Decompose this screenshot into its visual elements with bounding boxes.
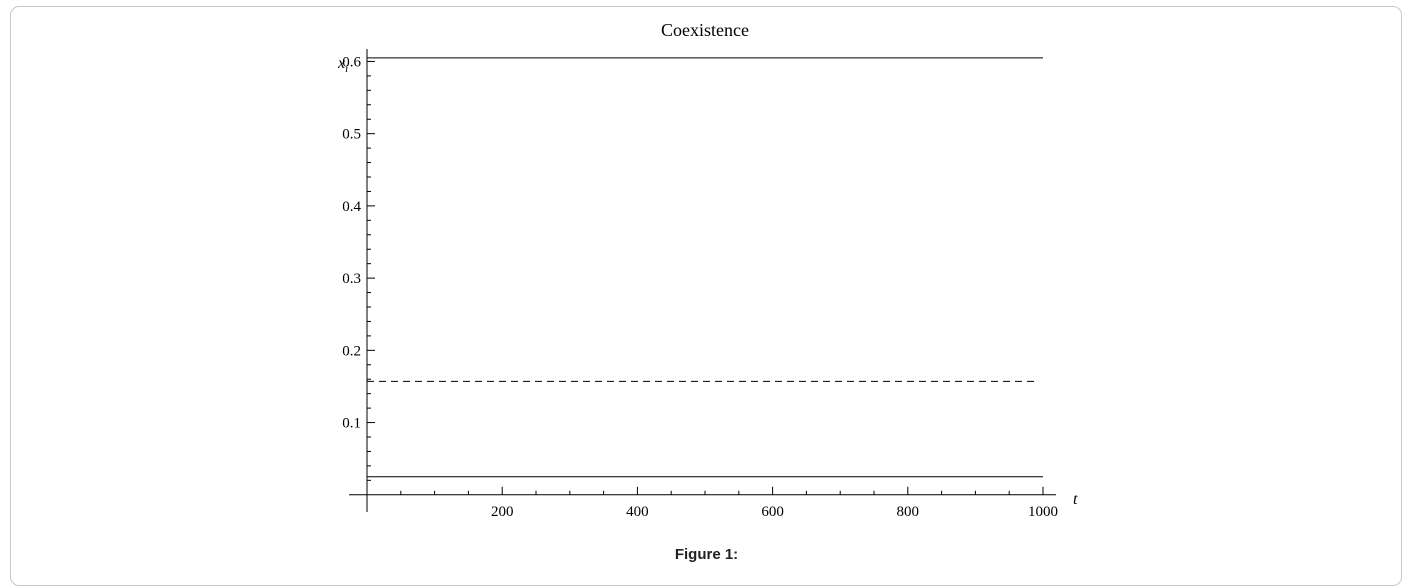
y-tick-label: 0.4: [342, 199, 361, 215]
x-tick-label: 400: [626, 504, 649, 520]
chart-title: Coexistence: [661, 20, 749, 40]
x-tick-label: 1000: [1028, 504, 1058, 520]
y-axis-label-base: x: [337, 55, 345, 72]
y-tick-label: 0.2: [342, 343, 361, 359]
axis-ticks: 200 400 600 800 1000 0.1 0.2 0.3 0.4 0.5 0.6: [342, 54, 1058, 519]
y-tick-label: 0.1: [342, 416, 361, 432]
y-tick-label: 0.6: [342, 54, 361, 70]
chart-svg: Coexistence xi t 200 400 600 800 1000 0.1 0.2 0…: [337, 20, 1078, 520]
x-tick-label: 600: [761, 504, 784, 520]
figure-caption: Figure 1:: [674, 546, 739, 563]
y-axis-label: xi: [337, 55, 348, 75]
series-group: [367, 57, 1043, 478]
y-tick-label: 0.3: [342, 271, 361, 287]
y-tick-label: 0.5: [342, 127, 361, 143]
x-tick-label: 200: [491, 504, 514, 520]
x-tick-label: 800: [897, 504, 920, 520]
y-axis-label-sub: i: [345, 63, 348, 75]
figure-frame: [10, 6, 1402, 586]
x-axis-label: t: [1073, 491, 1078, 508]
